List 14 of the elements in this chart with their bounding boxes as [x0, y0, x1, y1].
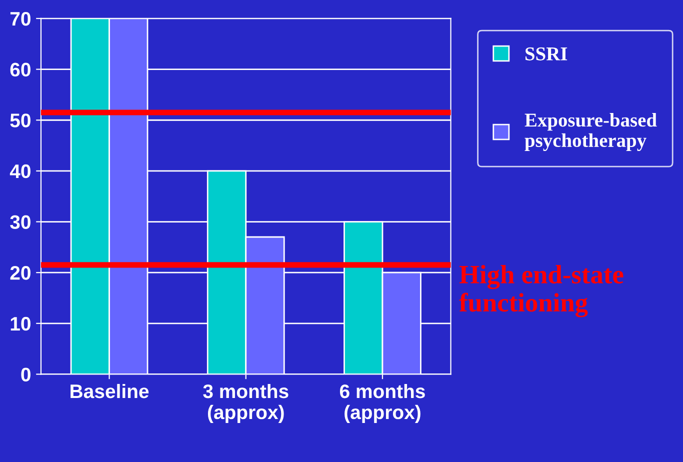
y-tick-label: 60 — [10, 62, 30, 77]
x-tick-label: Baseline — [70, 384, 149, 398]
y-tick-label: 10 — [10, 316, 30, 331]
legend-label: Exposure-based psychotherapy — [524, 113, 657, 152]
y-tick-label: 20 — [10, 266, 30, 280]
x-tick-label: 6 months (approx) — [340, 384, 425, 424]
ref-line-label: High end-state functioning — [459, 264, 624, 318]
legend-label: SSRI — [526, 47, 568, 60]
y-tick-label: 0 — [21, 368, 30, 382]
y-tick-label: 70 — [10, 12, 30, 26]
y-tick-label: 40 — [10, 164, 30, 178]
x-tick-label: 3 months (approx) — [203, 384, 288, 424]
y-tick-label: 50 — [10, 114, 30, 128]
y-tick-label: 30 — [10, 215, 30, 230]
